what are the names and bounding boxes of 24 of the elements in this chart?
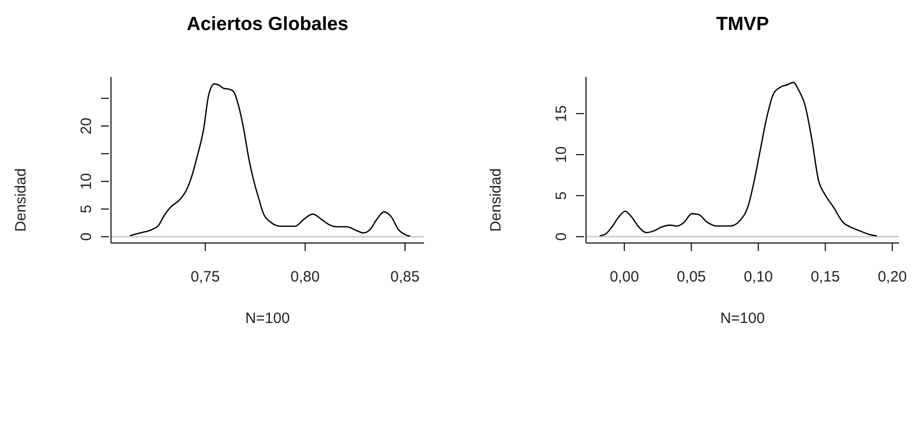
line-series: [129, 83, 411, 237]
chart-title: TMVP: [715, 14, 770, 36]
y-tick-label: 5: [78, 204, 95, 214]
x-tick-label: 0,10: [744, 268, 773, 286]
y-tick-label: 15: [553, 105, 570, 122]
x-tick-label: 0,80: [290, 268, 320, 286]
x-tick-label: 0,75: [190, 268, 220, 286]
x-tick-label: 0,05: [676, 268, 706, 286]
y-axis-title: Densidad: [12, 168, 30, 232]
y-tick-label: 0: [553, 232, 570, 241]
line-series: [599, 82, 878, 237]
x-tick-label: 0,85: [390, 268, 420, 286]
x-tick-label: 0,15: [810, 268, 840, 286]
y-tick-label: 10: [78, 173, 95, 190]
y-tick-label: 20: [78, 118, 95, 134]
x-axis-title: N=100: [720, 310, 765, 327]
chart-title: Aciertos Globales: [186, 14, 350, 36]
y-tick-label: 5: [553, 191, 570, 200]
x-tick-label: 0,00: [610, 268, 639, 286]
y-axis-title: Densidad: [488, 168, 504, 232]
x-tick-label: 0,20: [878, 268, 907, 286]
y-tick-label: 10: [553, 146, 570, 163]
y-tick-label: 0: [78, 232, 95, 241]
x-axis-title: N=100: [245, 310, 290, 327]
